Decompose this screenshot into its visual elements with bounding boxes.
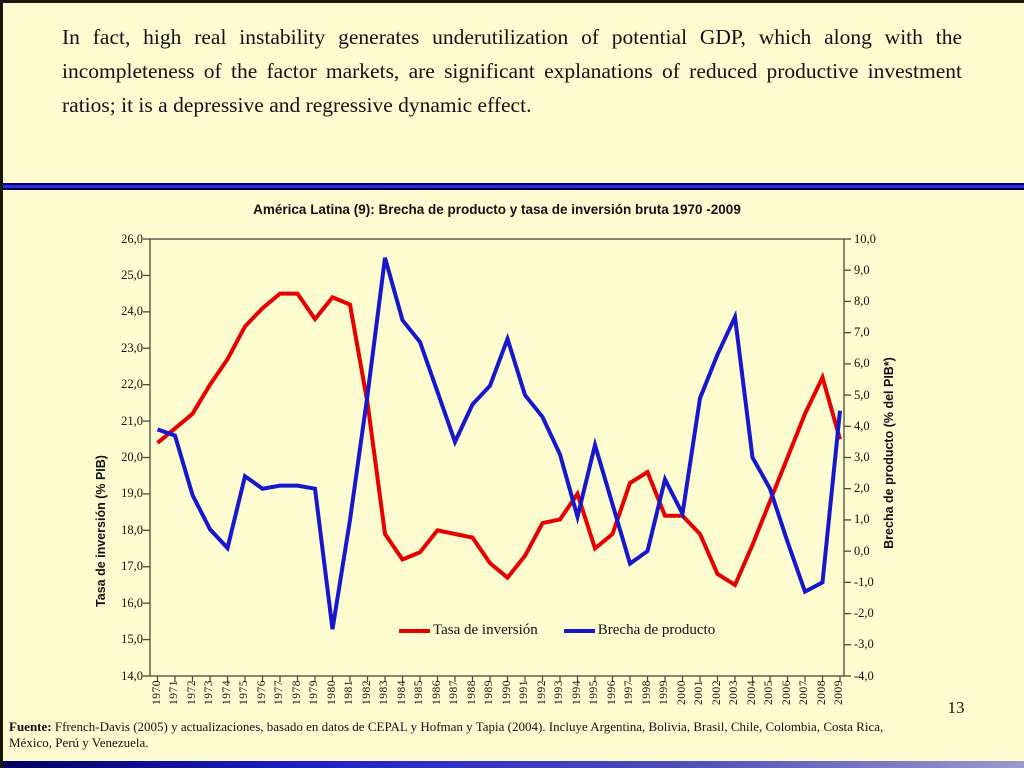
left-axis-tick-label-21,0: 21,0 [121, 413, 143, 428]
right-axis-tick-label-5,0: 5,0 [854, 387, 870, 402]
blue-line-swatch-icon [563, 628, 595, 633]
x-tick-label-2004: 2004 [745, 680, 758, 705]
left-axis-tick-label-25,0: 25,0 [121, 267, 143, 282]
x-tick-label-1987: 1987 [448, 680, 460, 705]
x-tick-label-1986: 1986 [430, 680, 443, 705]
x-tick-label-1984: 1984 [395, 680, 408, 705]
right-axis-tick-label--4,0: -4,0 [854, 668, 874, 683]
x-tick-label-1982: 1982 [360, 680, 373, 705]
right-axis-tick-label-7,0: 7,0 [854, 325, 870, 340]
left-axis-tick-label-15,0: 15,0 [121, 632, 143, 647]
legend-item-brecha: Brecha de producto [563, 622, 716, 639]
legend-item-tasa: Tasa de inversión [399, 622, 538, 639]
left-axis-tick-label-16,0: 16,0 [121, 595, 143, 610]
x-tick-label-2002: 2002 [710, 680, 723, 705]
right-axis-tick-label-9,0: 9,0 [854, 262, 870, 277]
left-axis-tick-label-17,0: 17,0 [121, 559, 143, 574]
x-tick-label-2001: 2001 [693, 680, 705, 705]
chart-title: América Latina (9): Brecha de producto y… [253, 202, 741, 217]
right-axis-tick-label-2,0: 2,0 [854, 481, 870, 496]
right-axis-tick-label-0,0: 0,0 [854, 543, 870, 558]
x-tick-label-1994: 1994 [570, 680, 583, 705]
series-line-brecha-de-producto [156, 257, 842, 630]
x-tick-label-1979: 1979 [308, 680, 320, 705]
x-tick-label-1998: 1998 [640, 680, 653, 705]
x-tick-label-1993: 1993 [553, 680, 565, 705]
x-tick-label-2003: 2003 [728, 680, 740, 705]
horizontal-divider-bar [0, 183, 1024, 190]
x-tick-label-2007: 2007 [798, 680, 810, 705]
x-tick-label-1989: 1989 [483, 680, 495, 705]
x-tick-label-1975: 1975 [238, 680, 250, 705]
left-axis-tick-label-14,0: 14,0 [121, 668, 143, 683]
x-tick-label-1971: 1971 [168, 680, 180, 705]
source-footnote: Fuente: Ffrench-Davis (2005) y actualiza… [9, 719, 1015, 750]
x-tick-label-1992: 1992 [535, 680, 548, 705]
x-tick-label-1997: 1997 [623, 680, 635, 705]
legend-label-tasa: Tasa de inversión [433, 622, 538, 638]
x-tick-label-2008: 2008 [815, 680, 828, 705]
chart-legend: Tasa de inversión Brecha de producto [399, 622, 715, 639]
right-axis-title: Brecha de producto (% del PIB*) [882, 357, 896, 549]
bottom-gradient-bar [0, 761, 1024, 768]
red-line-swatch-icon [399, 628, 430, 633]
left-axis-tick-label-26,0: 26,0 [121, 231, 143, 246]
left-axis-tick-label-19,0: 19,0 [121, 486, 143, 501]
left-axis-tick-label-22,0: 22,0 [121, 377, 143, 392]
x-tick-label-1999: 1999 [658, 680, 670, 705]
x-tick-label-1991: 1991 [518, 680, 530, 705]
right-axis-tick-label--1,0: -1,0 [854, 574, 874, 589]
x-tick-label-1972: 1972 [185, 680, 198, 705]
series-line-tasa-de-inversion [156, 291, 842, 588]
x-tick-label-2000: 2000 [675, 680, 688, 705]
x-tick-label-2005: 2005 [763, 680, 775, 705]
x-tick-label-1978: 1978 [290, 680, 303, 705]
footnote-label: Fuente: [9, 719, 52, 734]
left-axis-tick-label-23,0: 23,0 [121, 340, 143, 355]
x-tick-label-1983: 1983 [378, 680, 390, 705]
x-tick-label-1974: 1974 [220, 680, 233, 705]
x-tick-label-1970: 1970 [150, 680, 163, 705]
legend-label-brecha: Brecha de producto [597, 622, 716, 638]
x-tick-label-1980: 1980 [325, 680, 338, 705]
right-axis-tick-label--3,0: -3,0 [854, 637, 874, 652]
body-paragraph: In fact, high real instability generates… [62, 25, 962, 117]
x-tick-label-1988: 1988 [465, 680, 478, 705]
footnote-line-2: México, Perú y Venezuela. [9, 734, 149, 750]
x-tick-label-1995: 1995 [588, 680, 600, 705]
x-tick-label-1981: 1981 [343, 680, 355, 705]
left-axis-tick-label-18,0: 18,0 [121, 522, 143, 537]
x-tick-label-1985: 1985 [413, 680, 425, 705]
right-axis-tick-label-10,0: 10,0 [854, 231, 876, 246]
left-axis-tick-label-24,0: 24,0 [121, 304, 143, 319]
x-tick-label-2009: 2009 [833, 680, 845, 705]
footnote-line-1: Fuente: Ffrench-Davis (2005) y actualiza… [9, 719, 884, 734]
right-axis-tick-label-8,0: 8,0 [854, 293, 870, 308]
x-tick-label-1996: 1996 [605, 680, 618, 705]
right-axis-tick-label-6,0: 6,0 [854, 356, 870, 371]
left-axis-tick-label-20,0: 20,0 [121, 450, 143, 464]
x-tick-label-2006: 2006 [780, 680, 793, 705]
right-axis-tick-label-4,0: 4,0 [854, 418, 870, 433]
x-tick-label-1977: 1977 [273, 680, 285, 705]
x-tick-label-1976: 1976 [255, 680, 268, 705]
right-axis-tick-label--2,0: -2,0 [854, 606, 874, 621]
page-number: 13 [947, 698, 965, 717]
right-axis-tick-label-1,0: 1,0 [854, 512, 870, 527]
right-axis-tick-label-3,0: 3,0 [854, 450, 870, 464]
x-tick-label-1990: 1990 [500, 680, 513, 705]
x-tick-label-1973: 1973 [203, 680, 215, 705]
